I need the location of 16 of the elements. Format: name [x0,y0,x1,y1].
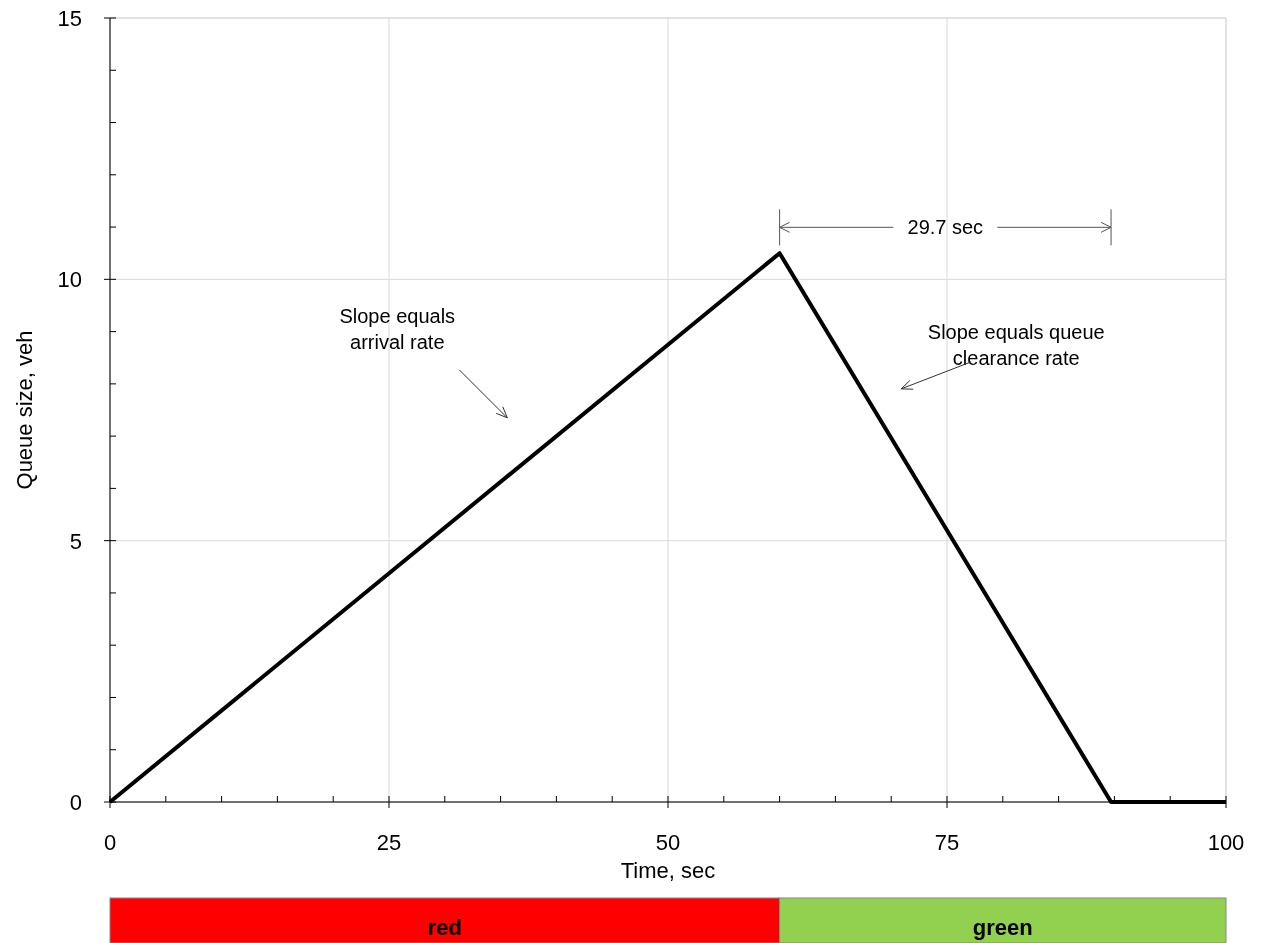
y-tick-label: 5 [69,528,82,554]
x-tick-label: 25 [376,830,402,855]
y-axis-title: Queue size, veh [12,330,37,490]
y-tick-label: 10 [57,267,82,293]
annotation: Slope equals arrival rate [339,304,456,353]
x-tick-label: 50 [655,830,681,855]
x-tick-label: 75 [934,830,960,855]
x-tick-label: 0 [103,830,117,855]
annotation: 29.7 sec [907,216,984,239]
y-tick-label: 15 [57,6,82,31]
x-axis-title: Time, sec [620,858,716,883]
x-tick-label: 100 [1207,830,1245,855]
series-label: green [972,915,1033,940]
annotation: Slope equals queue clearance rate [927,320,1105,369]
series-label: red [427,915,462,940]
y-tick-label: 0 [69,790,82,815]
